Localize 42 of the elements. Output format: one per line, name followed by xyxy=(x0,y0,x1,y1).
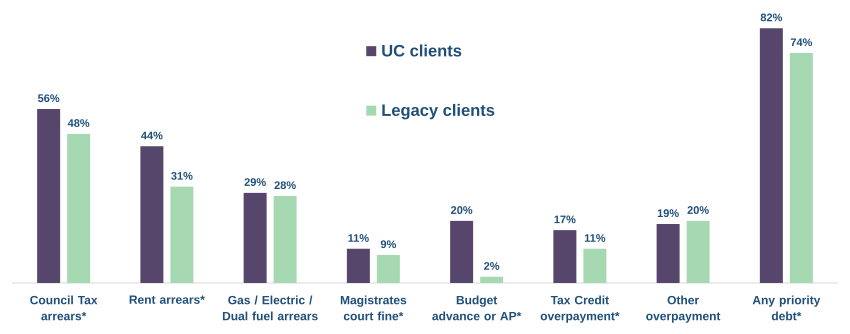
x-tick-label: Tax Credit overpayment* xyxy=(540,296,620,323)
bar xyxy=(553,230,576,283)
data-label: 20% xyxy=(450,206,472,214)
data-label: 29% xyxy=(244,178,266,186)
data-label: 9% xyxy=(380,240,396,248)
data-label: 11% xyxy=(584,234,606,242)
data-label: 44% xyxy=(141,132,163,140)
data-label: 82% xyxy=(760,14,782,22)
bar xyxy=(790,53,813,283)
bar xyxy=(480,276,504,283)
x-tick-label: Magistrates court fine* xyxy=(340,296,406,320)
data-label: 56% xyxy=(38,94,60,102)
data-label: 31% xyxy=(171,172,193,180)
data-label: 2% xyxy=(484,262,500,270)
bar xyxy=(450,220,474,283)
bar xyxy=(346,248,370,283)
legend-label: UC clients xyxy=(382,44,462,57)
bar xyxy=(140,146,164,283)
bar xyxy=(656,224,680,283)
bar xyxy=(686,220,710,283)
x-tick-label: Gas / Electric / Dual fuel arrears xyxy=(222,296,318,320)
data-label: 17% xyxy=(554,216,576,224)
data-label: 48% xyxy=(68,119,90,127)
x-tick-label: Any priority debt* xyxy=(752,296,820,320)
bar xyxy=(37,108,60,283)
bar xyxy=(376,255,400,283)
data-label: 74% xyxy=(790,38,812,46)
data-label: 11% xyxy=(348,234,369,242)
data-label: 28% xyxy=(274,181,296,190)
bar xyxy=(67,134,90,283)
data-label: 19% xyxy=(658,209,679,218)
bar xyxy=(244,192,267,283)
data-label: 20% xyxy=(687,206,709,214)
x-tick-label: Rent arrears* xyxy=(130,296,205,304)
bar xyxy=(583,248,606,283)
x-tick-label: Council Tax arrears* xyxy=(30,296,98,320)
legend-label: Legacy clients xyxy=(382,104,494,120)
bar xyxy=(274,196,297,283)
x-tick-label: Other overpayment xyxy=(646,296,720,323)
bar xyxy=(760,28,783,283)
bar xyxy=(170,186,194,283)
x-tick-label: Budget advance or AP* xyxy=(432,296,522,320)
